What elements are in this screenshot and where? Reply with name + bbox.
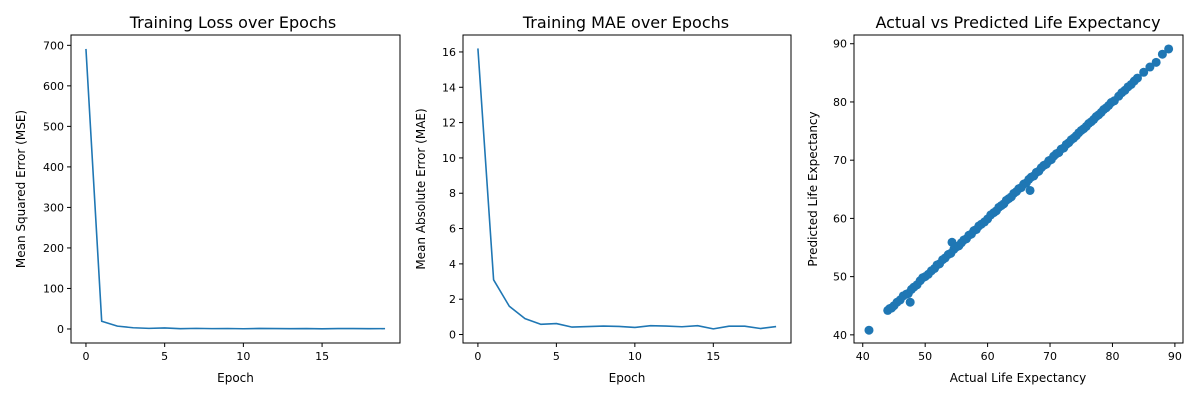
chart-3-xlabel: Actual Life Expectancy [950, 371, 1087, 385]
chart-3-x-tick-label: 40 [856, 350, 870, 363]
chart-3-y-tick-label: 80 [833, 96, 847, 109]
chart-1-axes-frame [70, 34, 401, 344]
chart-1-xlabel: Epoch [217, 371, 254, 385]
chart-2-ylabel: Mean Absolute Error (MAE) [414, 108, 428, 269]
chart-1-y-tick-label: 300 [43, 201, 64, 214]
chart-1-title: Training Loss over Epochs [129, 13, 337, 32]
chart-3-y-tick-label: 50 [833, 271, 847, 284]
chart-2-y-tick-label: 6 [449, 223, 456, 236]
chart-1-y-tick-label: 400 [43, 161, 64, 174]
chart-3-y-tick-label: 90 [833, 38, 847, 51]
chart-3-scatter-point [1139, 67, 1149, 77]
chart-3-x-tick-label: 90 [1168, 350, 1182, 363]
chart-3-title: Actual vs Predicted Life Expectancy [875, 13, 1160, 32]
chart-2-axes-frame [462, 34, 792, 344]
chart-2-x-tick-label: 10 [628, 350, 642, 363]
chart-3-x-tick-label: 60 [981, 350, 995, 363]
chart-2-y-tick-label: 8 [449, 187, 456, 200]
chart-1-x-tick-label: 0 [82, 350, 89, 363]
chart-3: Actual vs Predicted Life Expectancy Actu… [806, 13, 1184, 385]
chart-3-scatter-point [1025, 185, 1035, 195]
chart-3-plot: 40 50 60 70 80 90 40 50 60 70 80 90 [833, 34, 1184, 363]
chart-2: Training MAE over Epochs Epoch Mean Abso… [414, 13, 792, 385]
chart-1-ylabel: Mean Squared Error (MSE) [14, 110, 28, 268]
chart-2-y-tick-label: 4 [449, 258, 456, 271]
chart-1-y-tick-label: 0 [57, 323, 64, 336]
chart-3-scatter-point [1145, 62, 1155, 72]
chart-1-x-tick-label: 5 [161, 350, 168, 363]
chart-3-scatter-point [1157, 49, 1167, 59]
chart-2-y-tick-label: 16 [442, 46, 456, 59]
chart-3-x-tick-label: 80 [1105, 350, 1119, 363]
chart-3-scatter-point [1132, 73, 1142, 83]
chart-1-series-line [85, 48, 386, 330]
chart-1: Training Loss over Epochs Epoch Mean Squ… [14, 13, 401, 385]
chart-2-title: Training MAE over Epochs [522, 13, 729, 32]
chart-1-x-tick-label: 15 [315, 350, 329, 363]
chart-2-y-tick-label: 2 [449, 293, 456, 306]
chart-2-y-tick-label: 10 [442, 152, 456, 165]
chart-1-x-tick-label: 10 [236, 350, 250, 363]
chart-3-y-tick-label: 40 [833, 329, 847, 342]
chart-2-plot: 0 5 10 15 0 2 4 6 8 10 12 14 16 [442, 34, 792, 363]
chart-3-y-tick-label: 70 [833, 154, 847, 167]
chart-2-series-line [477, 48, 777, 330]
chart-3-x-tick-label: 50 [918, 350, 932, 363]
chart-2-y-tick-label: 12 [442, 117, 456, 130]
chart-2-y-tick-label: 0 [449, 329, 456, 342]
chart-1-y-tick-label: 700 [43, 39, 64, 52]
chart-1-y-tick-label: 100 [43, 282, 64, 295]
chart-2-xlabel: Epoch [609, 371, 646, 385]
chart-1-plot: 0 5 10 15 0 100 200 300 400 500 600 700 [43, 34, 401, 363]
chart-3-scatter-point [905, 297, 915, 307]
chart-2-x-tick-label: 15 [706, 350, 720, 363]
chart-3-axes-frame [853, 34, 1184, 344]
chart-1-y-tick-label: 500 [43, 120, 64, 133]
chart-2-x-tick-label: 5 [553, 350, 560, 363]
chart-1-y-tick-label: 600 [43, 80, 64, 93]
chart-1-y-tick-label: 200 [43, 242, 64, 255]
chart-3-y-tick-label: 60 [833, 212, 847, 225]
chart-3-scatter-point [1151, 57, 1161, 67]
chart-3-ylabel: Predicted Life Expectancy [806, 111, 820, 266]
chart-3-scatter-point [1164, 44, 1174, 54]
chart-3-scatter-point [864, 325, 874, 335]
chart-2-x-tick-label: 0 [474, 350, 481, 363]
chart-2-y-tick-label: 14 [442, 81, 456, 94]
chart-3-x-tick-label: 70 [1043, 350, 1057, 363]
